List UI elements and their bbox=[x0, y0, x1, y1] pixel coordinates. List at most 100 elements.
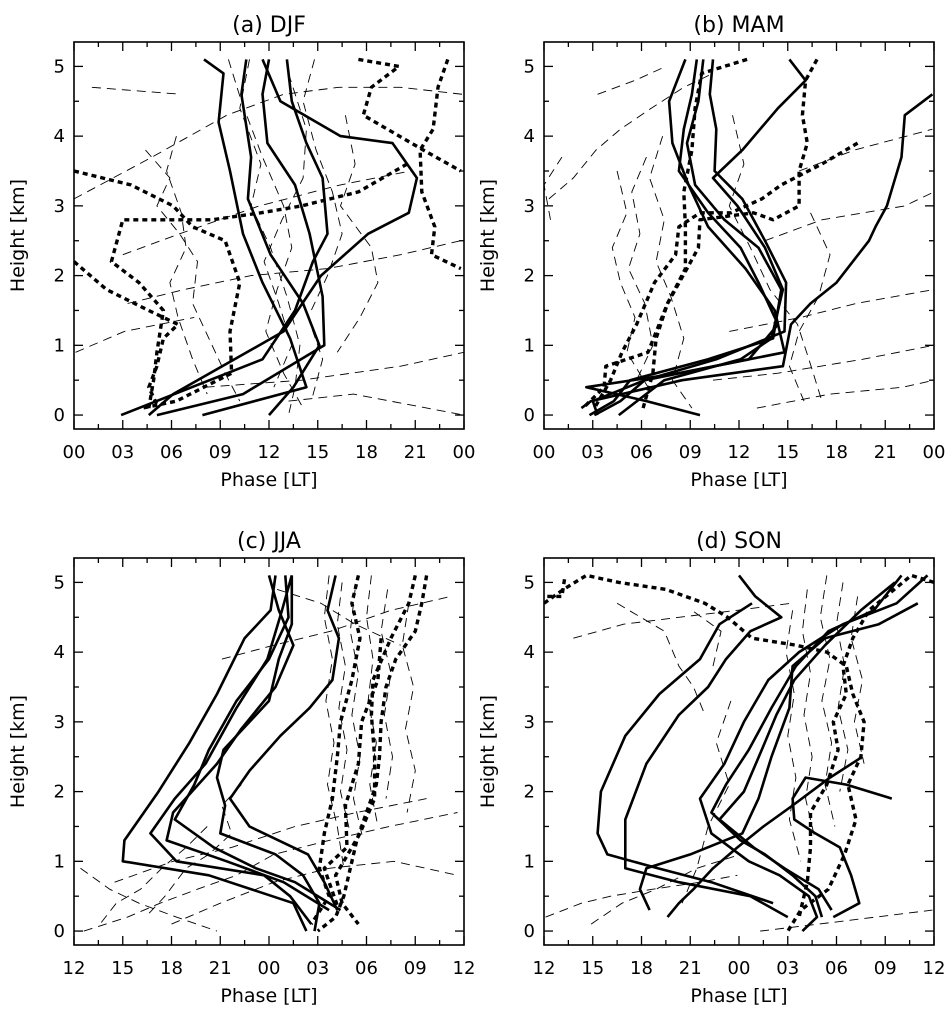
series-line-bold bbox=[547, 575, 567, 599]
x-tick-label: 00 bbox=[728, 958, 751, 979]
y-tick-label: 2 bbox=[524, 266, 535, 287]
series-line-thin bbox=[597, 65, 667, 95]
panel-title: (d) SON bbox=[696, 529, 782, 554]
x-tick-label: 09 bbox=[404, 958, 427, 979]
y-tick-label: 0 bbox=[524, 921, 535, 942]
series-line-thin bbox=[99, 826, 208, 925]
series-line-solid bbox=[591, 59, 780, 416]
series-line-bold bbox=[322, 638, 383, 911]
series-line-thin bbox=[145, 149, 241, 402]
series-line-bold bbox=[544, 573, 866, 932]
series-layer bbox=[74, 57, 464, 417]
series-line-thin bbox=[349, 589, 364, 841]
series-line-solid bbox=[791, 776, 893, 919]
series-line-bold bbox=[358, 57, 462, 173]
series-line-thin bbox=[145, 784, 242, 918]
plot-frame bbox=[543, 41, 935, 430]
x-tick-label: 15 bbox=[776, 442, 799, 463]
series-line-thin bbox=[221, 595, 452, 660]
y-tick-label: 4 bbox=[54, 126, 65, 147]
series-line-solid bbox=[596, 602, 774, 905]
x-tick-label: 06 bbox=[825, 958, 848, 979]
y-tick-label: 5 bbox=[524, 56, 535, 77]
series-line-thin bbox=[616, 602, 706, 716]
series-line-thin bbox=[712, 344, 934, 381]
x-tick-label: 18 bbox=[355, 442, 378, 463]
y-tick-label: 2 bbox=[54, 782, 65, 803]
x-tick-label: 12 bbox=[63, 958, 86, 979]
series-line-bold bbox=[333, 575, 417, 926]
y-tick-label: 1 bbox=[524, 335, 535, 356]
series-line-thin bbox=[544, 156, 563, 220]
y-tick-label: 3 bbox=[54, 712, 65, 733]
series-line-thin bbox=[239, 59, 301, 416]
series-line-solid bbox=[698, 574, 929, 933]
x-tick-label: 12 bbox=[258, 442, 281, 463]
x-tick-label: 12 bbox=[453, 958, 476, 979]
series-line-bold bbox=[74, 169, 242, 410]
y-tick-label: 2 bbox=[524, 782, 535, 803]
series-line-thin bbox=[850, 596, 865, 764]
series-line-thin bbox=[401, 603, 416, 813]
y-tick-label: 0 bbox=[54, 405, 65, 426]
x-tick-label: 12 bbox=[533, 958, 556, 979]
y-tick-label: 4 bbox=[54, 642, 65, 663]
series-line-solid bbox=[215, 575, 321, 932]
x-tick-label: 00 bbox=[453, 442, 476, 463]
series-line-thin bbox=[760, 909, 933, 932]
series-line-solid bbox=[173, 575, 342, 912]
series-line-thin bbox=[205, 351, 464, 388]
series-layer bbox=[544, 57, 934, 417]
series-line-thin bbox=[728, 115, 823, 402]
series-line-thin bbox=[681, 700, 732, 904]
x-tick-label: 03 bbox=[306, 958, 329, 979]
x-tick-label: 09 bbox=[209, 442, 232, 463]
series-line-thin bbox=[764, 191, 934, 242]
series-line-solid bbox=[165, 575, 330, 912]
y-tick-label: 3 bbox=[524, 196, 535, 217]
series-line-solid bbox=[623, 574, 789, 919]
series-line-solid bbox=[240, 59, 321, 416]
y-axis-label: Height [km] bbox=[7, 695, 29, 808]
x-tick-label: 21 bbox=[209, 958, 232, 979]
x-axis-label: Phase [LT] bbox=[220, 985, 317, 1007]
y-tick-label: 5 bbox=[54, 572, 65, 593]
x-tick-label: 18 bbox=[825, 442, 848, 463]
plot-frame bbox=[73, 557, 465, 946]
x-tick-label: 12 bbox=[923, 958, 946, 979]
series-line-solid bbox=[120, 59, 329, 417]
series-layer bbox=[544, 573, 934, 933]
series-line-bold bbox=[641, 58, 819, 409]
y-axis-label: Height [km] bbox=[7, 179, 29, 292]
y-tick-label: 5 bbox=[54, 56, 65, 77]
series-line-thin bbox=[573, 602, 792, 639]
series-line-solid bbox=[666, 755, 864, 918]
series-line-solid bbox=[121, 575, 308, 932]
x-tick-label: 03 bbox=[776, 958, 799, 979]
y-tick-label: 0 bbox=[524, 405, 535, 426]
series-line-thin bbox=[590, 853, 741, 925]
series-layer bbox=[80, 575, 458, 933]
y-tick-label: 5 bbox=[524, 572, 535, 593]
x-tick-label: 12 bbox=[728, 442, 751, 463]
y-axis-label: Height [km] bbox=[477, 695, 499, 808]
y-tick-label: 2 bbox=[54, 266, 65, 287]
x-tick-label: 00 bbox=[533, 442, 556, 463]
series-line-solid bbox=[588, 59, 783, 417]
x-tick-label: 03 bbox=[111, 442, 134, 463]
x-tick-label: 06 bbox=[160, 442, 183, 463]
series-line-solid bbox=[149, 575, 313, 925]
x-tick-label: 15 bbox=[581, 958, 604, 979]
y-tick-label: 4 bbox=[524, 642, 535, 663]
series-line-solid bbox=[580, 93, 934, 410]
x-tick-label: 06 bbox=[355, 958, 378, 979]
series-line-solid bbox=[593, 59, 788, 417]
series-line-thin bbox=[336, 115, 379, 353]
x-tick-label: 00 bbox=[63, 442, 86, 463]
series-line-thin bbox=[166, 135, 208, 395]
